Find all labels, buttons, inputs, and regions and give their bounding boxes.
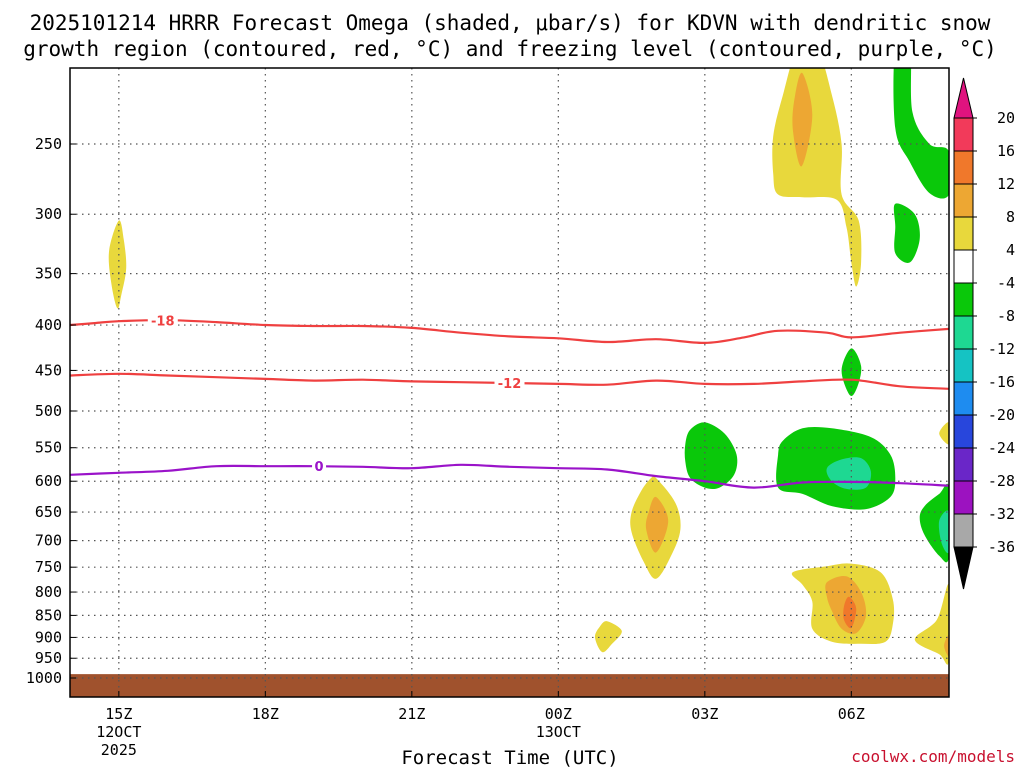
colorbar-swatch-2 — [953, 150, 974, 185]
omega-region-omega-4-8-upper-05z — [772, 68, 862, 287]
colorbar-swatch-13 — [953, 513, 974, 548]
omega-region-omega-4-to-8-upper-right — [893, 68, 949, 199]
y-tick-label-600: 600 — [35, 472, 62, 490]
x-tick-label-13oct: 13OCT — [536, 723, 581, 741]
contour-label-bg-12-c-isotherm — [494, 376, 525, 391]
y-tick-label-750: 750 — [35, 558, 62, 576]
colorbar-label-4: -4 — [997, 274, 1015, 292]
x-tick-label-03z: 03Z — [691, 705, 718, 723]
y-tick-label-650: 650 — [35, 503, 62, 521]
y-tick-label-450: 450 — [35, 361, 62, 379]
grid-lines — [70, 68, 949, 697]
colorbar-swatch-3 — [953, 183, 974, 218]
colorbar-swatch-10 — [953, 414, 974, 449]
contour-label-bg-18-c-isotherm — [147, 313, 178, 328]
omega-region-omega-4-8-lower-right — [914, 583, 949, 665]
x-tick-label-18z: 18Z — [252, 705, 279, 723]
y-tick-label-1000: 1000 — [26, 669, 62, 687]
colorbar-swatch-9 — [953, 381, 974, 416]
colorbar-label-8: 8 — [1006, 208, 1015, 226]
omega-region-omega-4-8-edge-500 — [939, 422, 949, 445]
x-tick-label-2025: 2025 — [101, 741, 137, 759]
colorbar-top-arrow — [953, 77, 974, 119]
omega-region-omega-8-to-12-near-08z — [938, 510, 949, 554]
colorbar-label-24: -24 — [988, 439, 1015, 457]
colorbar-swatch-8 — [953, 348, 974, 383]
colorbar-label-36: -36 — [988, 538, 1015, 556]
contour-line-18-c-isotherm — [70, 319, 949, 345]
omega-region-omega-8-12-upper-05z — [792, 72, 813, 167]
colorbar-bottom-arrow — [953, 546, 974, 590]
colorbar-swatch-5 — [953, 249, 974, 284]
colorbar-label-12: -12 — [988, 340, 1015, 358]
omega-region-omega-4-to-8-near-03z — [684, 422, 738, 489]
y-tick-label-350: 350 — [35, 265, 62, 283]
contour-line-0-c-freezing-level — [70, 463, 949, 489]
colorbar-label-4: 4 — [1006, 241, 1015, 259]
y-tick-label-250: 250 — [35, 135, 62, 153]
x-axis-label: Forecast Time (UTC) — [401, 747, 618, 768]
y-axis-tick-labels: 250 300 350 400 450 500 550 600 650 700 750 800 850 9… — [26, 135, 76, 687]
y-tick-label-900: 900 — [35, 628, 62, 646]
contour-lines: -18 -12 0 — [70, 313, 949, 489]
y-tick-label-850: 850 — [35, 606, 62, 624]
colorbar-label-12: 12 — [997, 175, 1015, 193]
contour-label-0-c-freezing-level: 0 — [315, 460, 324, 475]
x-tick-label-12oct: 12OCT — [96, 723, 141, 741]
ground-fill — [70, 674, 949, 697]
y-tick-label-550: 550 — [35, 439, 62, 457]
y-tick-label-800: 800 — [35, 583, 62, 601]
chart-title-line-2: growth region (contoured, red, °C) and f… — [23, 37, 997, 61]
colorbar-swatch-11 — [953, 447, 974, 482]
colorbar: 20 16 12 8 4 -4 -8 -12 -16 -20 -24 -28 -32 -36 — [953, 77, 1015, 590]
colorbar-label-20: -20 — [988, 406, 1015, 424]
y-tick-label-300: 300 — [35, 205, 62, 223]
plot-frame — [69, 67, 950, 698]
colorbar-swatch-1 — [953, 117, 974, 152]
colorbar-swatch-12 — [953, 480, 974, 515]
colorbar-swatch-7 — [953, 315, 974, 350]
x-tick-label-06z: 06Z — [838, 705, 865, 723]
x-tick-label-15z: 15Z — [105, 705, 132, 723]
ground-layer — [70, 674, 949, 697]
colorbar-label-20: 20 — [997, 109, 1015, 127]
omega-shaded-regions — [108, 68, 949, 665]
colorbar-swatch-6 — [953, 282, 974, 317]
omega-region-omega-4-8-near-15z — [108, 220, 127, 309]
x-tick-label-00z: 00Z — [545, 705, 572, 723]
x-tick-label-21z: 21Z — [398, 705, 425, 723]
omega-region-omega-8-12-lower-right — [944, 635, 949, 657]
colorbar-label-8: -8 — [997, 307, 1015, 325]
colorbar-label-28: -28 — [988, 472, 1015, 490]
chart-title-line-1: 2025101214 HRRR Forecast Omega (shaded, … — [30, 11, 991, 35]
colorbar-label-32: -32 — [988, 505, 1015, 523]
colorbar-swatch-4 — [953, 216, 974, 251]
omega-region-omega-4-to-8-near-300 — [893, 203, 920, 263]
omega-region-omega-12-16-near-06z-low — [843, 596, 857, 629]
omega-region-omega-8-12-near-02z — [645, 496, 669, 553]
contour-label-18-c-isotherm: -18 — [151, 314, 175, 329]
y-tick-label-700: 700 — [35, 532, 62, 550]
y-tick-label-400: 400 — [35, 316, 62, 334]
contour-label-12-c-isotherm: -12 — [498, 377, 522, 392]
colorbar-label-16: -16 — [988, 373, 1015, 391]
credit-text: coolwx.com/models — [851, 747, 1015, 766]
y-tick-label-950: 950 — [35, 649, 62, 667]
y-tick-label-500: 500 — [35, 402, 62, 420]
colorbar-label-16: 16 — [997, 142, 1015, 160]
omega-region-omega-4-8-near-01z — [594, 621, 622, 653]
contour-label-bg-0-c-freezing-level — [312, 459, 327, 474]
omega-region-omega-4-to-8-near-450 — [841, 348, 862, 397]
